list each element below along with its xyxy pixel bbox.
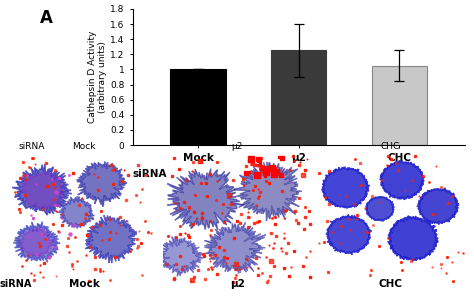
Polygon shape xyxy=(204,223,266,274)
Text: μ2: μ2 xyxy=(230,279,245,289)
Bar xyxy=(271,51,326,145)
Polygon shape xyxy=(12,164,72,215)
Polygon shape xyxy=(20,228,54,257)
Polygon shape xyxy=(234,162,301,221)
Y-axis label: Cathepsin D Activity
(arbitrary units): Cathepsin D Activity (arbitrary units) xyxy=(88,31,107,123)
Text: A: A xyxy=(40,9,53,27)
Text: siRNA: siRNA xyxy=(133,169,167,179)
Polygon shape xyxy=(326,214,372,255)
Text: siRNA: siRNA xyxy=(19,142,46,151)
Text: siRNA: siRNA xyxy=(0,279,32,289)
Text: Mock: Mock xyxy=(69,279,100,289)
Polygon shape xyxy=(85,215,137,263)
Text: CHC: CHC xyxy=(381,142,400,151)
Text: D: D xyxy=(322,159,332,172)
Polygon shape xyxy=(21,170,64,209)
Polygon shape xyxy=(57,197,94,228)
Bar xyxy=(171,69,226,145)
Polygon shape xyxy=(77,162,127,207)
Bar xyxy=(372,66,427,145)
Text: CHC: CHC xyxy=(378,279,402,289)
Polygon shape xyxy=(388,216,438,262)
Polygon shape xyxy=(365,197,394,221)
Text: C: C xyxy=(169,159,178,172)
Polygon shape xyxy=(13,222,60,262)
Polygon shape xyxy=(167,168,244,230)
Text: B: B xyxy=(16,159,25,172)
Text: μ2: μ2 xyxy=(232,142,243,151)
Polygon shape xyxy=(380,161,424,200)
Text: Mock: Mock xyxy=(73,142,96,151)
Polygon shape xyxy=(158,237,203,276)
Polygon shape xyxy=(417,188,459,224)
Polygon shape xyxy=(322,167,370,208)
